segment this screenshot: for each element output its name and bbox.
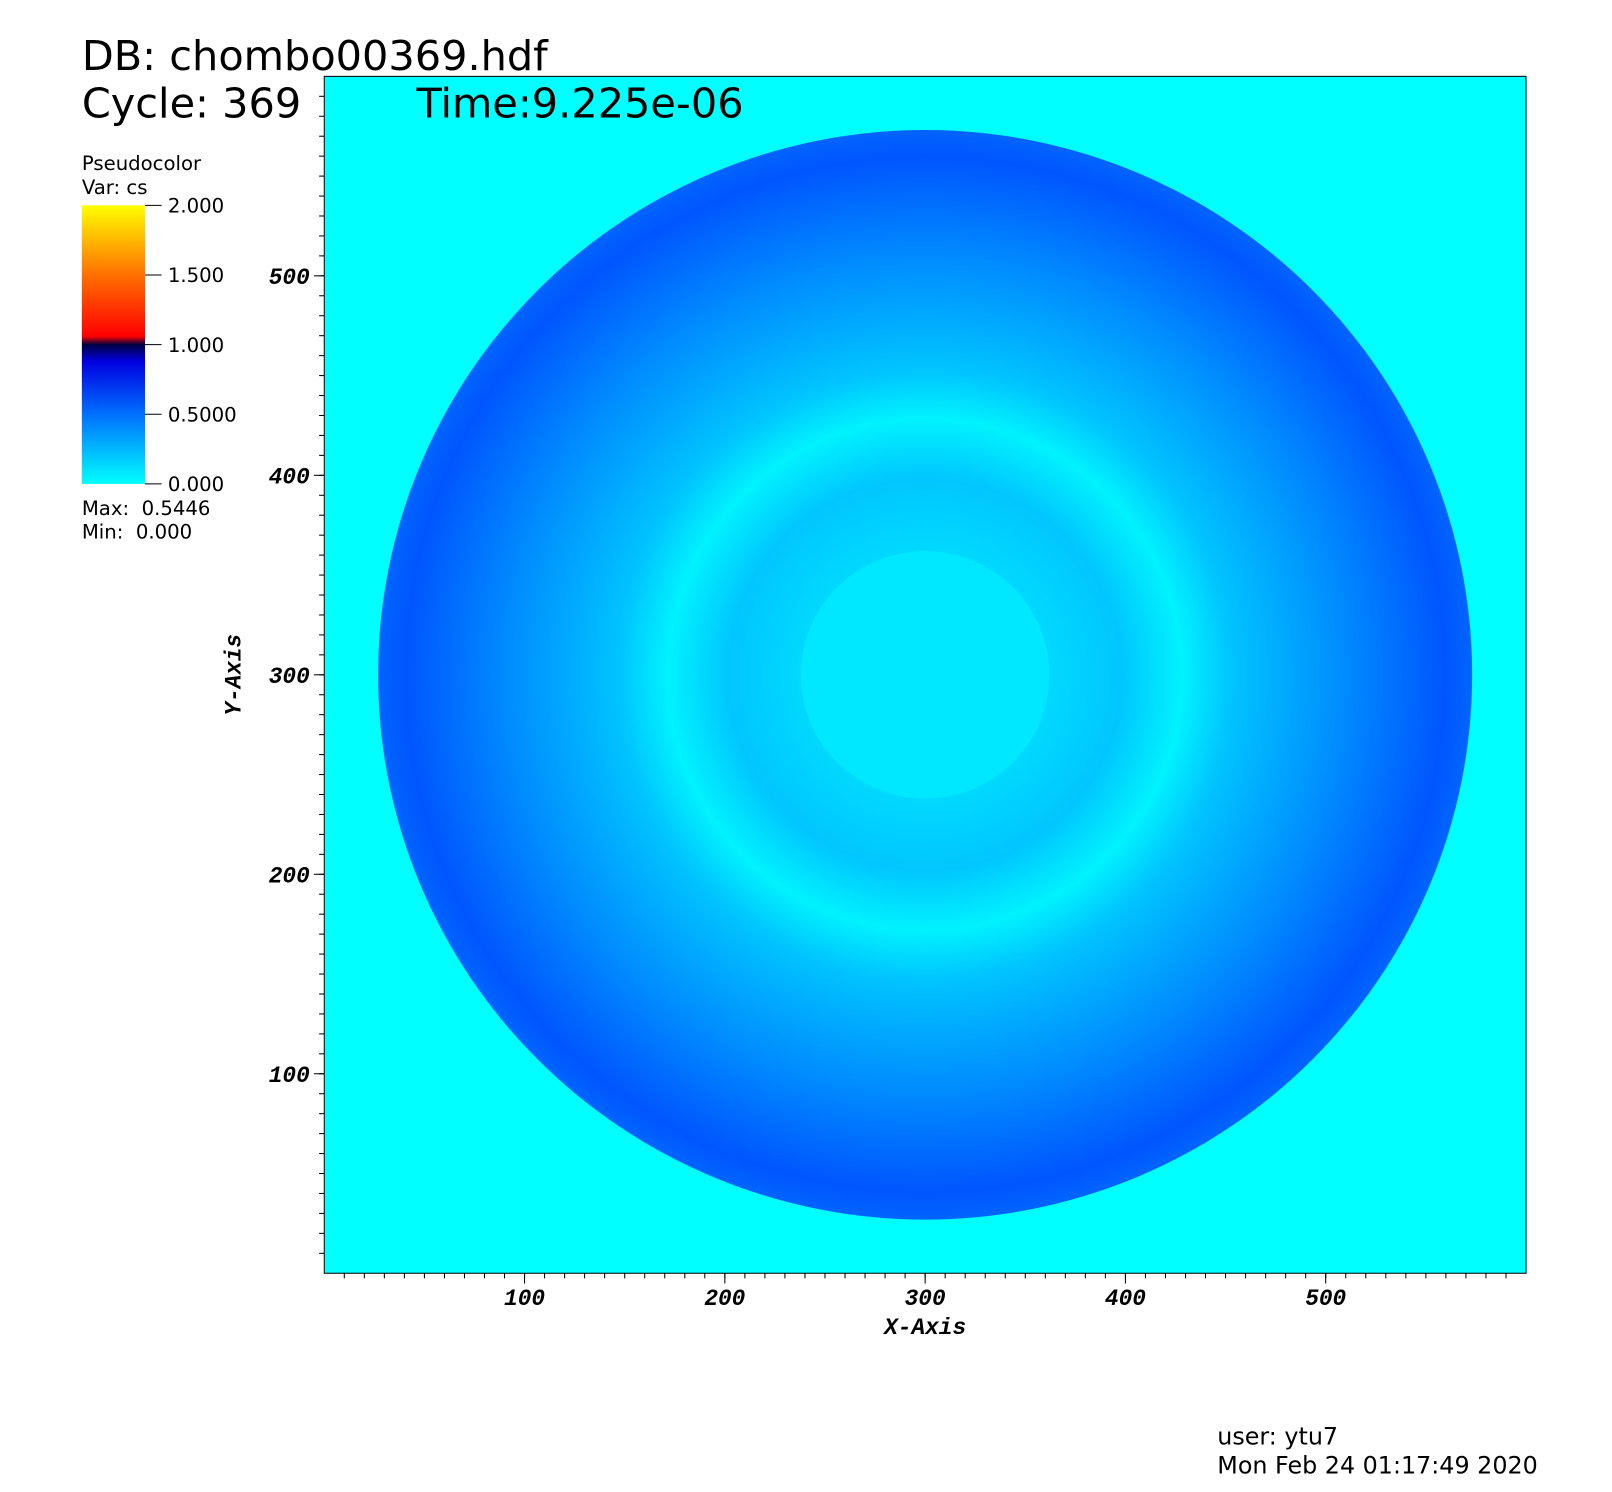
x-tick-label: 500 <box>1305 1286 1346 1312</box>
colorbar-tick-label: 0.5000 <box>168 404 237 427</box>
y-tick-label: 100 <box>269 1063 310 1089</box>
colorbar <box>81 205 146 484</box>
x-tick-label: 300 <box>905 1286 946 1312</box>
colorbar-tick-label: 0.000 <box>168 473 224 496</box>
inner-disk <box>800 550 1050 799</box>
colorbar-tick-label: 1.000 <box>168 334 224 357</box>
y-tick-label: 300 <box>269 664 310 690</box>
x-tick-label: 400 <box>1105 1286 1146 1312</box>
time: Time:9.225e-06 <box>415 80 743 128</box>
x-axis-title: X-Axis <box>882 1315 966 1341</box>
db-title: DB: chombo00369.hdf <box>82 32 549 80</box>
legend-title: Pseudocolor <box>82 152 202 175</box>
colorbar-tick-label: 2.000 <box>168 195 224 218</box>
colorbar-tick-label: 1.500 <box>168 264 224 287</box>
y-axis-title: Y-Axis <box>221 634 247 716</box>
legend-max: Max: 0.5446 <box>82 497 211 520</box>
cycle: Cycle: 369 <box>82 80 301 128</box>
user: user: ytu7 <box>1217 1423 1338 1451</box>
x-tick-label: 200 <box>704 1286 745 1312</box>
x-tick-label: 100 <box>504 1286 545 1312</box>
plot-area <box>323 75 1527 1274</box>
legend-min: Min: 0.000 <box>82 521 192 544</box>
timestamp: Mon Feb 24 01:17:49 2020 <box>1217 1451 1538 1479</box>
y-tick-label: 200 <box>269 864 310 890</box>
y-tick-label: 400 <box>269 465 310 491</box>
legend-variable: Var: cs <box>82 176 148 199</box>
y-tick-label: 500 <box>269 265 310 291</box>
